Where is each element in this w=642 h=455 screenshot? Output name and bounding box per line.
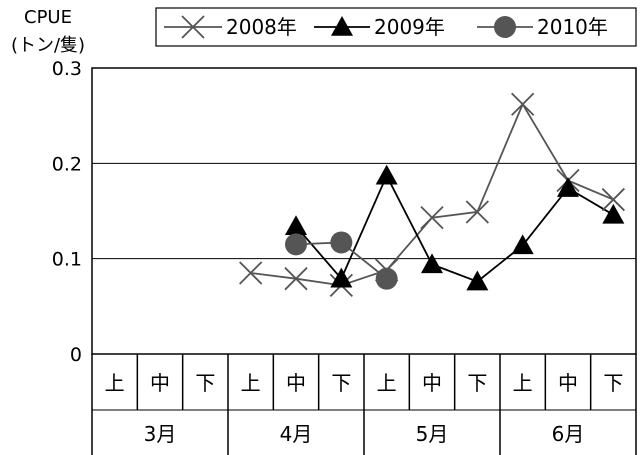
y-tick-label-0: 0 — [70, 344, 82, 366]
series-1-point-7 — [421, 253, 443, 274]
series-0-point-4-stroke-b — [284, 267, 308, 291]
y-tick-label-1: 0.1 — [52, 249, 82, 271]
series-0-point-7 — [420, 206, 444, 230]
legend-label-0: 2008年 — [226, 15, 297, 39]
series-markers — [239, 92, 625, 297]
series-0-point-3-stroke-b — [239, 261, 263, 285]
series-1-point-6 — [375, 164, 398, 185]
series-0-point-7-stroke-b — [420, 206, 444, 230]
series-1-point-8 — [466, 270, 489, 291]
x-tick-label-5: 下 — [331, 371, 351, 395]
legend-marker-0 — [181, 15, 205, 39]
month-label-3: 6月 — [552, 422, 585, 446]
legend-marker-0-stroke-b — [181, 15, 205, 39]
y-tick-label-2: 0.2 — [52, 153, 82, 175]
series-0-point-9 — [511, 92, 535, 116]
legend-label-1: 2009年 — [374, 15, 445, 39]
series-1-point-5 — [330, 267, 353, 288]
series-0-point-11 — [601, 187, 625, 212]
series-1-point-9 — [511, 234, 534, 255]
x-tick-label-8: 下 — [467, 371, 487, 395]
legend-marker-2 — [494, 16, 516, 38]
x-tick-label-11: 下 — [603, 371, 623, 395]
series-0-point-8 — [465, 200, 489, 224]
y-tick-label-3: 0.3 — [52, 58, 82, 80]
series-1-point-10 — [557, 177, 579, 197]
x-tick-label-3: 上 — [241, 371, 261, 395]
x-tick-label-9: 上 — [513, 371, 533, 395]
legend-marker-1 — [331, 16, 353, 36]
series-0-point-8-stroke-b — [465, 200, 489, 224]
x-tick-label-6: 上 — [377, 371, 397, 395]
series-2-point-5 — [330, 231, 353, 254]
x-tick-label-4: 中 — [286, 371, 306, 395]
month-label-2: 5月 — [416, 422, 449, 446]
series-0-point-9-stroke-b — [511, 92, 535, 116]
series-0-point-3 — [239, 261, 263, 285]
series-2-point-6 — [375, 267, 398, 290]
x-tick-label-10: 中 — [558, 371, 578, 395]
legend-box — [155, 7, 637, 47]
x-tick-label-0: 上 — [105, 371, 125, 395]
series-0-point-11-stroke-b — [601, 187, 625, 212]
x-tick-label-1: 中 — [150, 371, 170, 395]
month-label-1: 4月 — [280, 422, 313, 446]
plot-frame — [91, 67, 637, 355]
legend-label-2: 2010年 — [537, 15, 608, 39]
x-tick-label-7: 中 — [422, 371, 442, 395]
series-1-point-4 — [285, 215, 307, 236]
x-tick-label-2: 下 — [195, 371, 215, 395]
y-axis-title-line1: CPUE — [24, 7, 72, 28]
gridlines — [92, 162, 636, 260]
series-0-point-4 — [284, 267, 308, 291]
series-2-point-4 — [285, 233, 307, 256]
month-label-0: 3月 — [144, 422, 177, 446]
axes: 0 0.1 0.2 0.3 上 中 下 上 中 下 上 中 下 上 中 下 3月 4月 5月 6月 — [52, 58, 637, 455]
legend: 2008年 2009年 2010年 — [155, 7, 637, 47]
series-1-point-11 — [602, 203, 625, 224]
series-line-1 — [295, 173, 614, 283]
y-axis-title-line2: (トン/隻) — [11, 35, 85, 56]
